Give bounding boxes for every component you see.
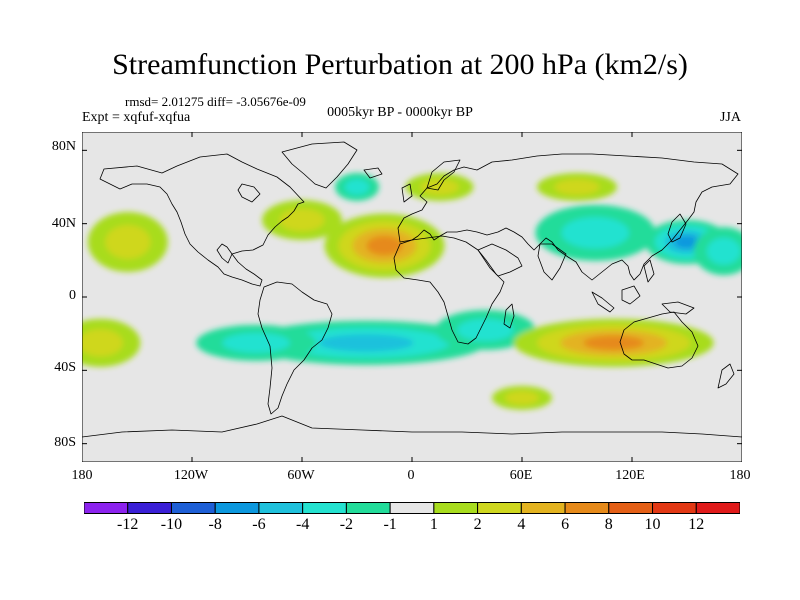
field-shading [82,173,742,410]
field-contour-australia-high [583,335,644,351]
coastline-japan [667,213,687,243]
coastline-australia [619,311,699,369]
colorbar-label: -4 [295,516,310,533]
coastline-scandinavia [426,159,461,191]
colorbar-swatch [345,502,391,514]
lon-tick-label: 60W [287,468,315,483]
colorbar-swatch [389,502,435,514]
coastline-hudson-bay [237,183,261,203]
colorbar-label: 6 [561,516,570,533]
lon-tick-label: 120E [615,468,645,483]
coastline-philippines [643,259,655,283]
field-contour-north-pacific-low [674,235,700,249]
coastline-borneo [621,285,641,305]
colorbar-swatch [302,502,347,514]
colorbar-label: -10 [160,516,183,533]
lat-tick-label: 0 [69,288,76,303]
colorbar-label: -6 [252,516,266,533]
field-contour-central-asia-low [561,217,630,249]
coastline-antarctica [82,415,742,438]
axis-ticks [82,132,742,462]
lon-tick-label: 60E [509,468,533,483]
coastline-iceland [363,167,383,179]
colorbar-label: 4 [517,516,526,533]
colorbar-label: 8 [604,516,613,533]
colorbar-swatch [170,502,216,514]
plot-title: Streamfunction Perturbation at 200 hPa (… [112,48,688,81]
colorbar-swatch [127,502,172,514]
coastline-africa [393,235,505,345]
coastline-eurasia [397,153,739,281]
lon-tick-label: 180 [71,468,93,483]
experiment-label: Expt = xqfuf-xqfua [82,110,191,125]
coastline-arabia [477,243,523,277]
colorbar-swatch [214,502,260,514]
coastline-sumatra [591,291,615,313]
colorbar-swatch [477,502,522,514]
field-contour-indian-ocean-low [457,318,514,342]
lat-tick-label: 80S [54,435,76,450]
colorbar [84,502,740,514]
field-contour-south-pacific-low [222,332,291,354]
colorbar-swatch [695,502,740,514]
colorbar-label: -12 [117,516,139,533]
colorbar-label: -1 [383,516,397,533]
field-contour-south-atlantic-low [318,334,414,352]
coastlines [82,141,742,438]
coastline-new-zealand [717,363,735,389]
colorbar-label: -2 [339,516,354,533]
period-label: 0005kyr BP - 0000kyr BP [327,105,473,120]
field-contour-southern-ocean-high [505,391,539,405]
colorbar-swatch [520,502,566,514]
field-contour-north-pacific-west-low [706,237,741,265]
coastline-new-guinea [661,301,695,315]
season-label: JJA [719,110,741,125]
field-contour-north-atlantic-ridge [279,208,325,232]
colorbar-label: 1 [429,516,438,533]
coastline-gulf [216,243,233,264]
map-plot [82,132,742,462]
stats-label: rmsd= 2.01275 diff= -3.05676e-09 [125,94,306,109]
coastline-india [537,243,567,281]
colorbar-label: -8 [208,516,222,533]
lon-tick-label: 120W [173,468,209,483]
colorbar-label: 10 [644,516,661,533]
lat-tick-label: 80N [51,139,76,154]
field-contour-south-pacific-high [82,329,123,357]
lat-tick-label: 40S [54,360,76,375]
coastline-north-america [99,153,305,287]
field-contour-north-atlantic-high [366,235,403,256]
coastline-madagascar [503,303,515,329]
colorbar-swatch [84,502,129,514]
field-contour-east-pacific-high [105,225,151,259]
field-contour-greenland-low [344,179,370,195]
coastline-south-america [257,281,333,415]
colorbar-swatch [433,502,479,514]
lon-tick-label: 0 [407,468,415,483]
colorbar-label: 2 [473,516,482,533]
field-contour-siberia-high [554,179,600,195]
coastline-greenland [281,141,358,189]
colorbar-label: 12 [688,516,705,533]
lat-tick-label: 40N [51,216,76,231]
colorbar-swatch [564,502,610,514]
coastline-uk [401,183,413,203]
colorbar-swatch [608,502,654,514]
colorbar-swatch [652,502,697,514]
lon-tick-label: 180 [729,468,751,483]
colorbar-swatch [258,502,304,514]
